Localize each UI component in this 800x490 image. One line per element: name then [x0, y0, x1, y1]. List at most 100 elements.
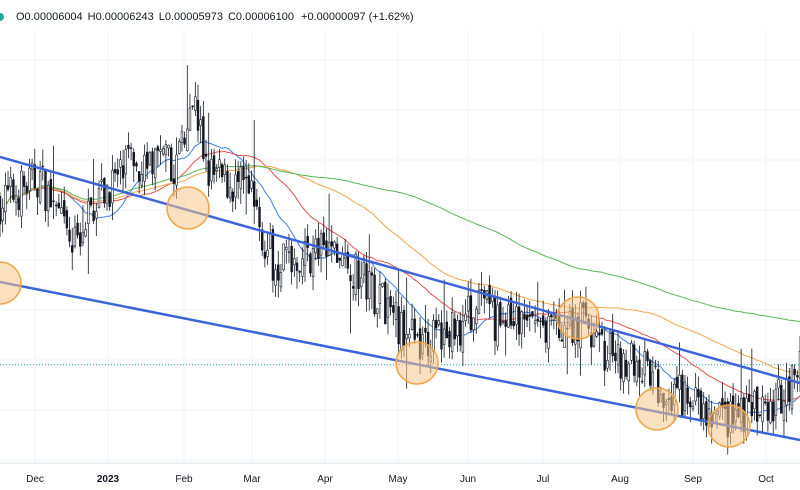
candle: [475, 305, 478, 334]
candle: [145, 142, 149, 180]
candle: [782, 389, 786, 438]
candle: [252, 120, 256, 224]
x-tick-label: Aug: [611, 474, 629, 485]
candle: [153, 148, 157, 191]
candle: [376, 308, 379, 328]
candle: [541, 300, 545, 328]
candle: [349, 264, 352, 334]
touch-circle[interactable]: [0, 261, 22, 305]
touch-circle[interactable]: [707, 404, 751, 448]
candle: [135, 161, 138, 172]
candle: [137, 171, 141, 194]
candle: [119, 150, 122, 185]
x-tick-label: Mar: [243, 474, 261, 485]
candle: [234, 159, 237, 210]
candle: [630, 340, 633, 365]
ohlc-legend: O0.00006004 H0.00006243 L0.00005973 C0.0…: [0, 8, 419, 26]
candle: [261, 222, 264, 256]
touch-circle[interactable]: [395, 341, 439, 385]
candle: [501, 306, 505, 325]
candle: [63, 186, 66, 224]
candle: [186, 65, 189, 152]
candle: [410, 303, 414, 331]
candle: [317, 222, 320, 266]
close-value: C0.00006100: [227, 11, 295, 23]
upper-trendline[interactable]: [0, 155, 800, 385]
candle: [531, 311, 534, 319]
candle: [654, 360, 657, 370]
candle: [416, 332, 419, 338]
candle: [394, 290, 398, 338]
candle: [180, 124, 184, 152]
candle: [373, 267, 376, 317]
candle: [384, 278, 387, 325]
candle: [108, 190, 111, 211]
candle: [389, 289, 392, 316]
x-tick-label: Apr: [317, 474, 333, 485]
candle: [386, 283, 390, 335]
candle: [638, 345, 641, 396]
chart-grid: [0, 30, 800, 463]
candle: [20, 164, 23, 229]
touch-circle[interactable]: [556, 296, 600, 340]
candle: [525, 304, 529, 328]
candle: [212, 148, 216, 184]
candle: [512, 303, 515, 330]
candle: [772, 389, 775, 435]
candle: [608, 330, 612, 371]
candle: [25, 181, 28, 210]
candle: [493, 289, 497, 356]
x-tick-label: Feb: [175, 474, 193, 485]
candle: [17, 189, 20, 218]
candle: [477, 282, 481, 315]
touch-circle[interactable]: [635, 387, 679, 431]
candle: [191, 105, 194, 110]
candle: [368, 234, 371, 311]
candle: [691, 400, 695, 412]
candle: [71, 227, 74, 271]
candle: [242, 156, 245, 194]
candle: [499, 296, 502, 328]
candle: [183, 131, 186, 148]
candle: [36, 187, 39, 215]
candle: [755, 386, 759, 436]
candle: [606, 345, 609, 372]
candle: [41, 149, 45, 181]
candle: [434, 307, 438, 339]
candle: [686, 376, 689, 415]
candle: [788, 368, 791, 411]
candle: [1, 198, 4, 233]
candle: [764, 394, 767, 406]
x-tick-label: May: [389, 474, 408, 485]
candle: [95, 203, 98, 237]
candle: [303, 228, 307, 282]
candle: [54, 201, 58, 217]
candle: [675, 365, 679, 390]
candle: [472, 317, 475, 342]
candle: [445, 310, 449, 339]
candle: [79, 222, 82, 256]
touch-circle[interactable]: [166, 186, 210, 230]
candle: [290, 240, 293, 285]
candle: [279, 263, 283, 292]
candle: [600, 321, 604, 337]
candle: [311, 235, 315, 291]
candle: [199, 105, 202, 144]
candle: [167, 144, 170, 157]
candle: [335, 236, 339, 263]
candle: [210, 149, 213, 190]
candle: [544, 317, 548, 353]
candle: [0, 192, 2, 238]
candle: [341, 246, 344, 267]
candle: [622, 349, 625, 394]
candle: [196, 84, 200, 143]
candle: [683, 375, 687, 417]
open-value: O0.00006004: [16, 11, 83, 23]
candle: [129, 142, 133, 161]
high-value: H0.00006243: [87, 11, 154, 23]
candle: [258, 197, 261, 241]
candle: [65, 206, 69, 236]
candle: [370, 266, 374, 310]
touch-circles[interactable]: [0, 186, 751, 448]
